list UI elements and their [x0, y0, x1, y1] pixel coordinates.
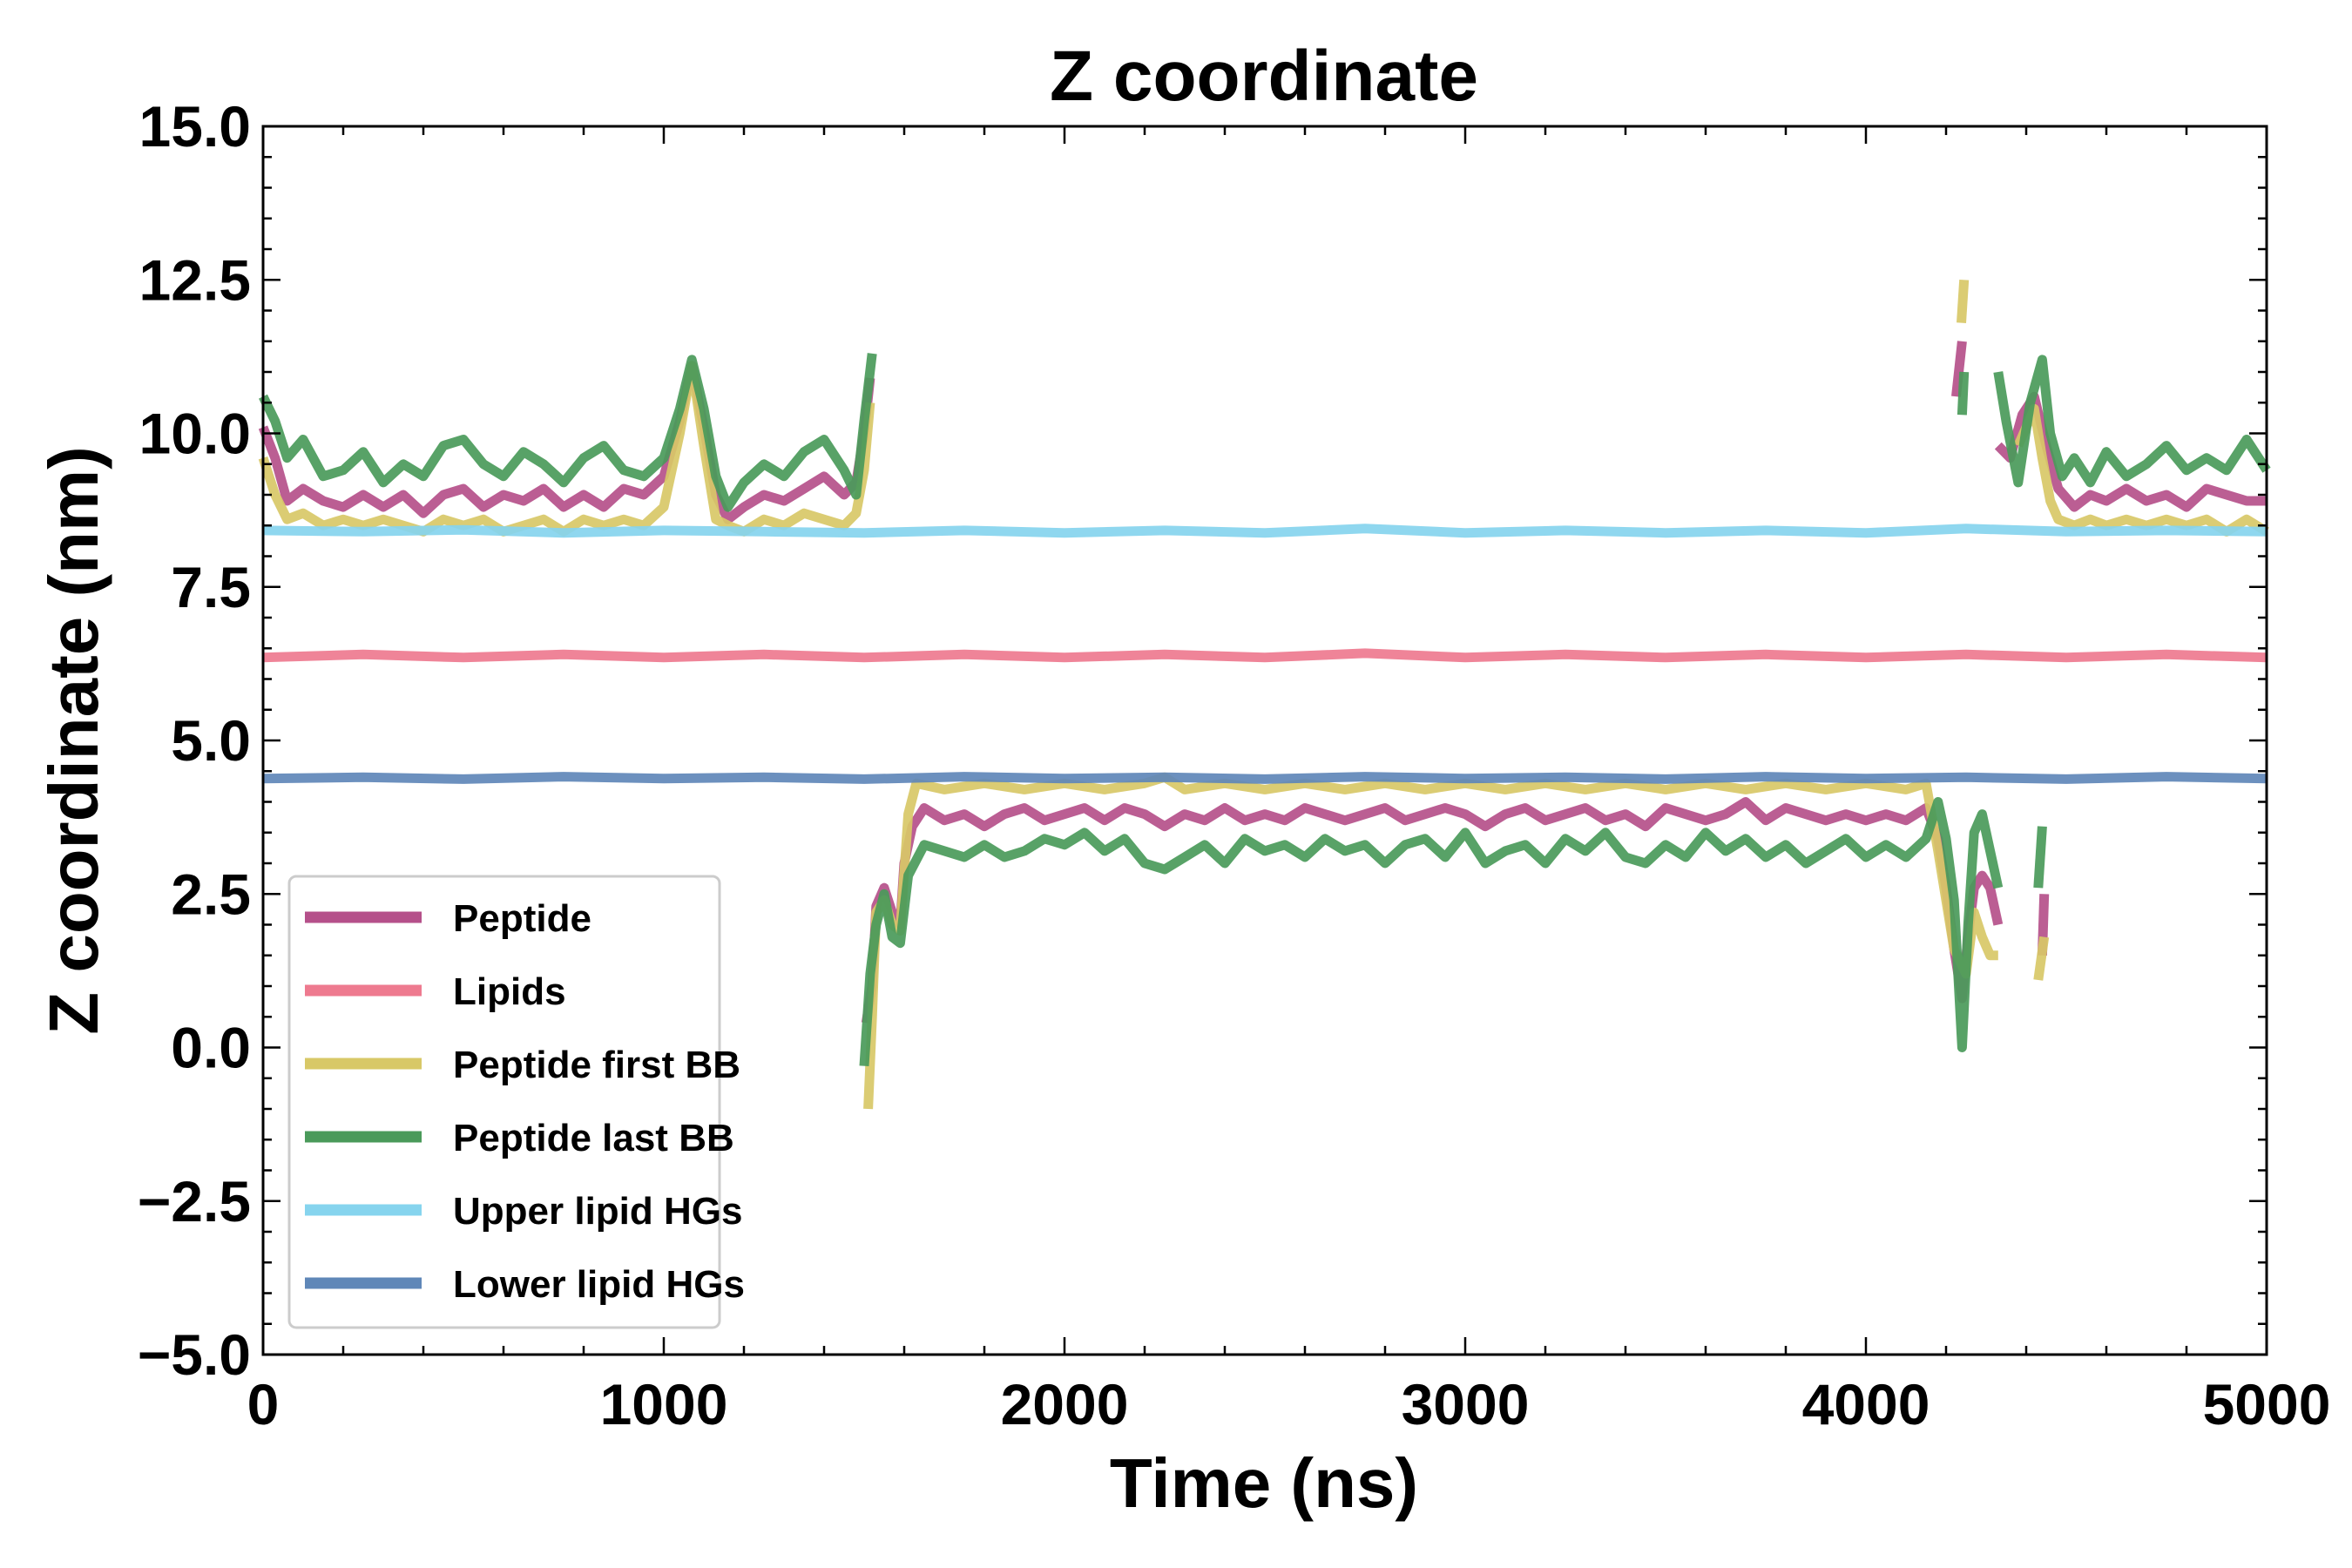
y-tick-label: 0.0 [171, 1016, 251, 1080]
legend-label: Upper lipid HGs [453, 1190, 742, 1233]
y-tick-label: 15.0 [139, 94, 251, 159]
series-line-peptide-first-bb-4 [2013, 403, 2269, 537]
legend-item-peptide-last-bb: Peptide last BB [305, 1117, 734, 1159]
legend-item-lower-lipid-hgs: Lower lipid HGs [305, 1263, 745, 1306]
legend-item-upper-lipid-hgs: Upper lipid HGs [305, 1190, 742, 1233]
x-tick-label: 0 [247, 1372, 280, 1436]
series-layer [258, 279, 2271, 1110]
legend-label: Peptide first BB [453, 1044, 740, 1086]
y-tick-label: 12.5 [139, 247, 251, 312]
x-tick-label: 2000 [1001, 1372, 1129, 1436]
series-lipids [262, 648, 2268, 663]
tick-labels-layer: 0 1000 2000 3000 4000 5000 −5.0 −2.5 0.0 2.5 5.0 7.… [138, 94, 2331, 1436]
x-tick-label: 3000 [1402, 1372, 1530, 1436]
series-line-peptide-last-bb-2 [1957, 371, 1970, 416]
series-line-peptide-1 [861, 797, 2004, 1024]
legend-label: Peptide last BB [453, 1117, 734, 1159]
x-axis-label: Time (ns) [1110, 1444, 1418, 1522]
legend-label: Lower lipid HGs [453, 1263, 745, 1306]
series-line-peptide-0 [258, 361, 875, 524]
series-line-peptide-first-bb-1 [863, 772, 1998, 1110]
series-peptide-first-bb [258, 279, 2269, 1110]
series-line-peptide-last-bb-3 [2033, 826, 2047, 889]
legend-item-lipids: Lipids [305, 970, 566, 1013]
legend-box [287, 875, 721, 1329]
series-line-peptide-last-bb-1 [859, 797, 2004, 1067]
series-line-peptide-2 [1951, 341, 1967, 397]
series-peptide-last-bb [259, 353, 2271, 1067]
legend-label: Lipids [453, 970, 566, 1013]
legend-label: Peptide [453, 897, 591, 940]
legend-item-peptide-first-bb: Peptide first BB [305, 1044, 740, 1086]
series-line-peptide-last-bb-0 [259, 353, 877, 512]
y-tick-label: −5.0 [138, 1322, 251, 1387]
y-tick-label: 7.5 [171, 555, 251, 619]
x-tick-label: 4000 [1802, 1372, 1930, 1436]
series-upper-lipid-hgs [262, 524, 2268, 538]
y-axis-label: Z coordinate (nm) [35, 446, 112, 1035]
series-line-peptide-first-bb-2 [1957, 279, 1970, 323]
x-tick-label: 1000 [600, 1372, 728, 1436]
series-line-lipids-0 [262, 648, 2268, 663]
legend-items: Peptide Lipids Peptide first BB Peptide las… [305, 897, 745, 1306]
y-tick-label: 5.0 [171, 708, 251, 773]
series-line-lower-lipid-hgs-0 [262, 772, 2268, 784]
series-line-peptide-first-bb-0 [258, 361, 875, 537]
series-lower-lipid-hgs [262, 772, 2268, 784]
series-line-peptide-first-bb-3 [2033, 936, 2050, 981]
y-tick-label: 10.0 [139, 402, 251, 466]
chart-title: Z coordinate [1050, 37, 1478, 116]
legend-item-peptide: Peptide [305, 897, 591, 940]
x-tick-label: 5000 [2203, 1372, 2331, 1436]
y-tick-label: 2.5 [171, 862, 251, 926]
series-line-upper-lipid-hgs-0 [262, 524, 2268, 538]
ticks-layer [261, 125, 2268, 1356]
y-tick-label: −2.5 [138, 1169, 251, 1233]
legend: Peptide Lipids Peptide first BB Peptide las… [287, 875, 745, 1329]
series-line-peptide-last-bb-4 [1993, 355, 2271, 488]
